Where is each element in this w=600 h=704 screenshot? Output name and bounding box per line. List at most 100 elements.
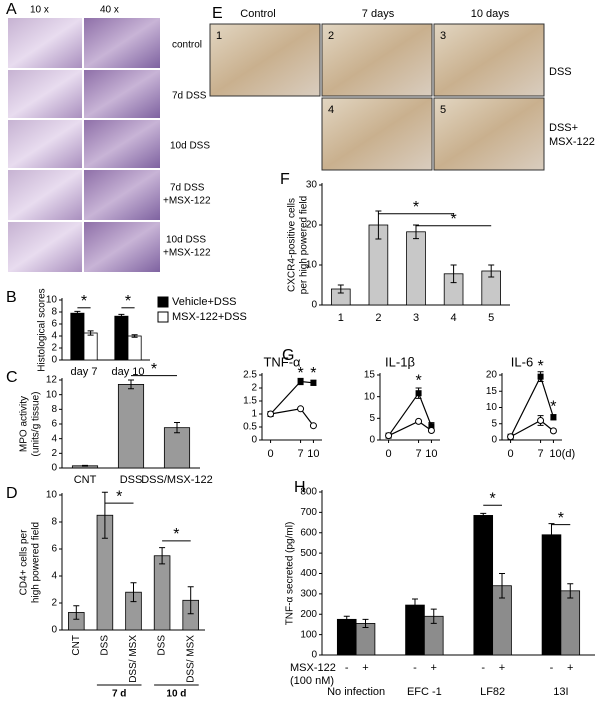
- y-tick-label: 10: [306, 260, 318, 271]
- marker: [537, 417, 545, 424]
- error-bar: [73, 605, 80, 620]
- panel-label: D: [6, 485, 18, 502]
- tile-number: 2: [328, 30, 334, 42]
- significance-mark: *: [550, 399, 556, 416]
- significance-mark: *: [558, 510, 564, 527]
- group-label: 7 d: [112, 689, 126, 700]
- marker: [415, 390, 422, 397]
- significance-mark: *: [415, 373, 421, 390]
- tile-number: 4: [328, 104, 334, 116]
- error-bar: [101, 491, 108, 539]
- y-tick-label: 0: [369, 435, 375, 446]
- legend-label: MSX-122+DSS: [172, 311, 247, 323]
- x-tick-label: CNT: [71, 635, 82, 656]
- y-tick-label: 0: [251, 435, 257, 446]
- bar: [541, 534, 562, 656]
- x-tick-label: No infection: [327, 686, 385, 698]
- error-bar: [118, 313, 125, 319]
- error-bar: [488, 264, 495, 278]
- error-bar: [375, 210, 382, 240]
- tile-number: 1: [216, 30, 222, 42]
- x-tick-label: 7: [416, 448, 422, 460]
- group-label: 10 d: [166, 689, 186, 700]
- treatment-sign: -: [481, 662, 485, 674]
- x-tick-label: LF82: [480, 686, 505, 698]
- error-bar: [362, 618, 369, 628]
- significance-mark: *: [537, 358, 543, 375]
- x-tick-label: 10(d): [549, 448, 575, 460]
- line: [388, 391, 432, 437]
- error-bar: [480, 512, 487, 518]
- y-tick-label: 10: [364, 391, 376, 402]
- error-bar: [87, 330, 94, 336]
- x-tick-label: DSS/ MSX: [128, 635, 139, 683]
- tile-number: 3: [440, 30, 446, 42]
- x-tick-label: 13I: [553, 686, 568, 698]
- error-bar: [343, 615, 350, 623]
- treatment-sign: +: [362, 662, 368, 674]
- x-tick-label: DSS: [100, 635, 111, 656]
- marker: [310, 379, 317, 386]
- row-label: 10d DSS: [166, 235, 206, 246]
- significance-mark: *: [81, 293, 87, 310]
- treatment-sign: +: [431, 662, 437, 674]
- treatment-label: (100 nM): [290, 675, 334, 687]
- line: [510, 375, 555, 438]
- image-grid: [8, 18, 160, 272]
- y-tick-label: 20: [486, 370, 498, 381]
- significance-mark: *: [490, 490, 496, 507]
- tile-number: 5: [440, 104, 446, 116]
- error-bar: [411, 598, 418, 612]
- x-tick-label: 0: [386, 448, 392, 460]
- y-axis-label: high powered field: [31, 522, 42, 603]
- significance-mark: *: [151, 361, 157, 378]
- y-tick-label: 0: [491, 435, 497, 446]
- row-label: +MSX-122: [163, 248, 211, 259]
- y-tick-label: 400: [300, 568, 317, 579]
- error-bar: [337, 284, 344, 294]
- y-axis-label: MPO activity: [19, 396, 30, 452]
- error-bar: [74, 310, 81, 316]
- panel-label: E: [212, 5, 223, 22]
- chart-title: IL-6: [511, 354, 533, 369]
- y-tick-label: 10: [46, 490, 58, 501]
- y-axis-label: per high powered field: [299, 196, 310, 294]
- error-bar: [430, 608, 437, 624]
- y-tick-label: 0: [311, 300, 317, 311]
- y-tick-label: 6: [51, 544, 57, 555]
- x-tick-label: DSS: [157, 635, 168, 656]
- x-tick-label: EFC -1: [407, 686, 442, 698]
- panel-label: C: [6, 369, 18, 386]
- bar: [355, 623, 376, 656]
- error-bar: [82, 464, 88, 467]
- y-tick-label: 0: [51, 463, 57, 474]
- x-tick-label: 5: [488, 312, 494, 324]
- y-tick-label: 0: [51, 625, 57, 636]
- y-tick-label: 20: [306, 220, 318, 231]
- y-tick-label: 30: [306, 180, 318, 191]
- y-tick-label: 2: [251, 383, 257, 394]
- x-tick-label: 0: [508, 448, 514, 460]
- error-bar: [548, 523, 555, 547]
- column-label: 7 days: [362, 8, 395, 20]
- bar: [560, 590, 581, 656]
- error-bar: [450, 264, 457, 284]
- marker: [297, 405, 305, 413]
- marker: [309, 422, 317, 430]
- row-label: +MSX-122: [163, 196, 211, 207]
- treatment-label: MSX-122: [290, 662, 336, 674]
- bar: [473, 515, 494, 656]
- y-tick-label: 500: [300, 548, 317, 559]
- x-tick-label: 10: [307, 448, 319, 460]
- y-tick-label: 1.5: [243, 396, 257, 407]
- y-tick-label: 0: [311, 650, 317, 661]
- y-tick-label: 6: [51, 419, 57, 430]
- column-label: 40 x: [100, 5, 119, 16]
- treatment-sign: +: [567, 662, 573, 674]
- row-label: DSS+: [549, 122, 578, 134]
- chart-title: TNF-α: [263, 354, 301, 369]
- y-tick-label: 15: [364, 370, 376, 381]
- x-tick-label: 2: [375, 312, 381, 324]
- bar: [163, 427, 191, 469]
- marker: [385, 432, 393, 440]
